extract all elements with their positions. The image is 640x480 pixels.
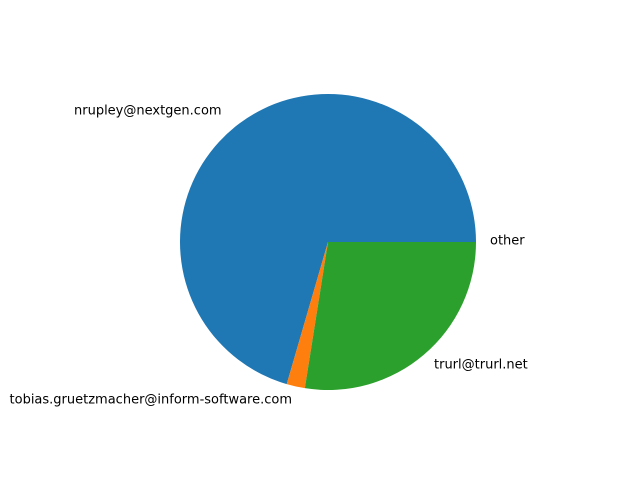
pie-labels: nrupley@nextgen.com other tobias.gruetzm… bbox=[10, 104, 528, 408]
slice-label-nrupley: nrupley@nextgen.com bbox=[74, 104, 222, 119]
pie-slice-2 bbox=[304, 242, 476, 391]
slice-label-other: other bbox=[490, 234, 525, 249]
pie-slice-1 bbox=[286, 242, 328, 389]
pie-slice-0 bbox=[180, 93, 477, 385]
pie-slices bbox=[180, 93, 477, 391]
slice-label-trurl: trurl@trurl.net bbox=[434, 358, 528, 373]
slice-label-tobias: tobias.gruetzmacher@inform-software.com bbox=[10, 393, 292, 408]
